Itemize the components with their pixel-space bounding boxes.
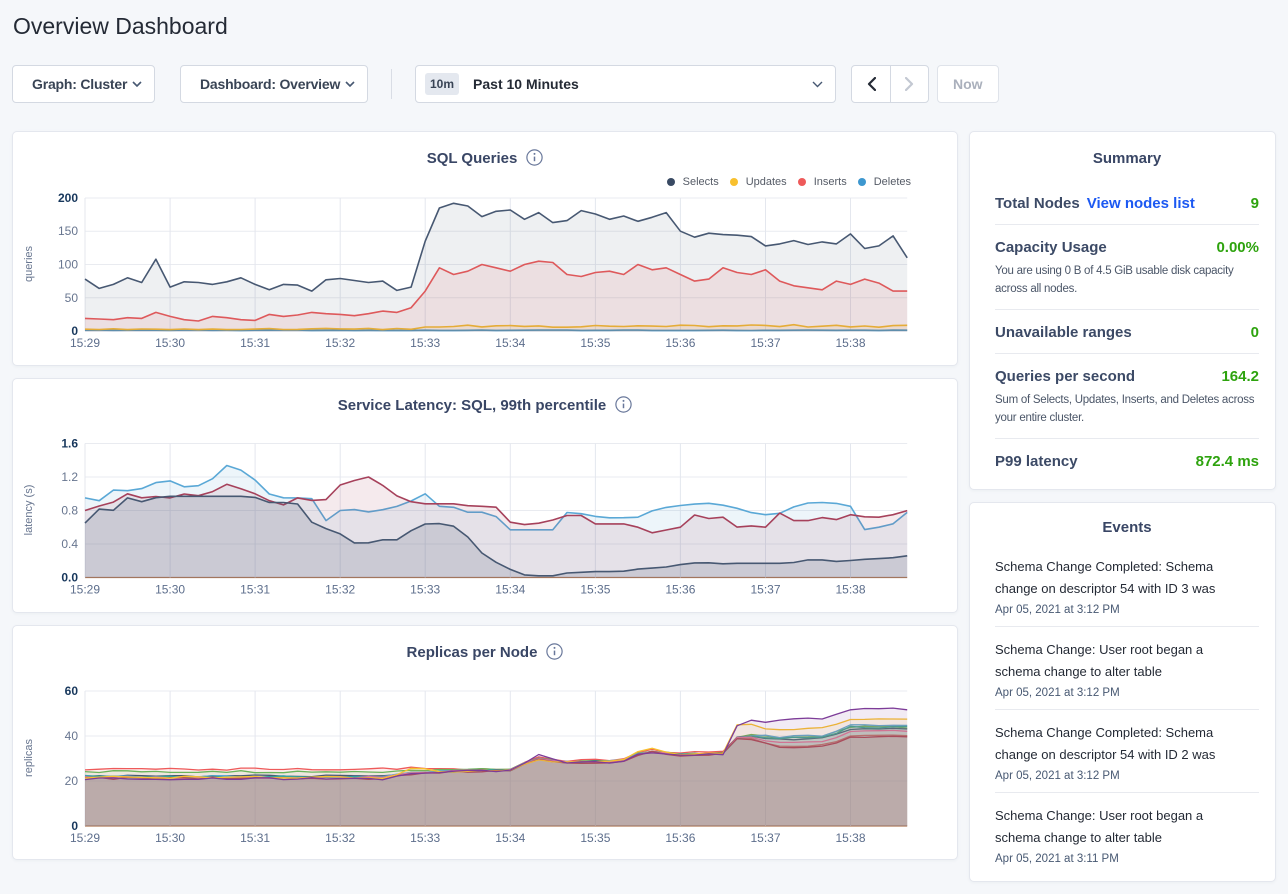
svg-text:0.4: 0.4 — [61, 537, 78, 551]
svg-text:15:38: 15:38 — [835, 336, 865, 350]
svg-text:queries: queries — [23, 245, 35, 282]
svg-text:0.0: 0.0 — [61, 571, 78, 585]
svg-text:15:29: 15:29 — [70, 831, 100, 845]
svg-text:15:33: 15:33 — [410, 336, 440, 350]
svg-text:60: 60 — [65, 684, 79, 698]
svg-text:50: 50 — [65, 291, 79, 305]
svg-text:15:35: 15:35 — [580, 831, 610, 845]
svg-text:15:31: 15:31 — [240, 583, 270, 597]
svg-text:15:33: 15:33 — [410, 583, 440, 597]
svg-text:100: 100 — [58, 258, 78, 272]
svg-text:15:35: 15:35 — [580, 583, 610, 597]
svg-text:1.6: 1.6 — [61, 437, 78, 451]
svg-text:15:30: 15:30 — [155, 336, 185, 350]
svg-text:15:30: 15:30 — [155, 583, 185, 597]
svg-text:15:37: 15:37 — [750, 831, 780, 845]
svg-text:15:32: 15:32 — [325, 583, 355, 597]
svg-text:15:36: 15:36 — [665, 336, 695, 350]
svg-text:replicas: replicas — [23, 739, 35, 777]
svg-text:15:37: 15:37 — [750, 583, 780, 597]
svg-text:40: 40 — [65, 729, 79, 743]
svg-text:15:36: 15:36 — [665, 583, 695, 597]
svg-text:20: 20 — [65, 774, 79, 788]
svg-text:15:31: 15:31 — [240, 336, 270, 350]
svg-text:15:36: 15:36 — [665, 831, 695, 845]
svg-text:15:29: 15:29 — [70, 336, 100, 350]
svg-text:15:38: 15:38 — [835, 583, 865, 597]
svg-text:0: 0 — [71, 819, 78, 833]
svg-text:15:29: 15:29 — [70, 583, 100, 597]
svg-text:15:34: 15:34 — [495, 831, 525, 845]
svg-text:15:34: 15:34 — [495, 336, 525, 350]
svg-text:15:32: 15:32 — [325, 831, 355, 845]
svg-text:0.8: 0.8 — [61, 504, 78, 518]
svg-text:15:33: 15:33 — [410, 831, 440, 845]
svg-text:200: 200 — [58, 191, 78, 205]
svg-text:15:32: 15:32 — [325, 336, 355, 350]
svg-text:15:35: 15:35 — [580, 336, 610, 350]
svg-text:15:37: 15:37 — [750, 336, 780, 350]
svg-text:latency (s): latency (s) — [23, 485, 35, 536]
svg-text:15:31: 15:31 — [240, 831, 270, 845]
svg-text:150: 150 — [58, 224, 78, 238]
svg-text:15:30: 15:30 — [155, 831, 185, 845]
svg-text:1.2: 1.2 — [61, 470, 78, 484]
svg-text:15:38: 15:38 — [835, 831, 865, 845]
svg-text:0: 0 — [71, 324, 78, 338]
svg-text:15:34: 15:34 — [495, 583, 525, 597]
